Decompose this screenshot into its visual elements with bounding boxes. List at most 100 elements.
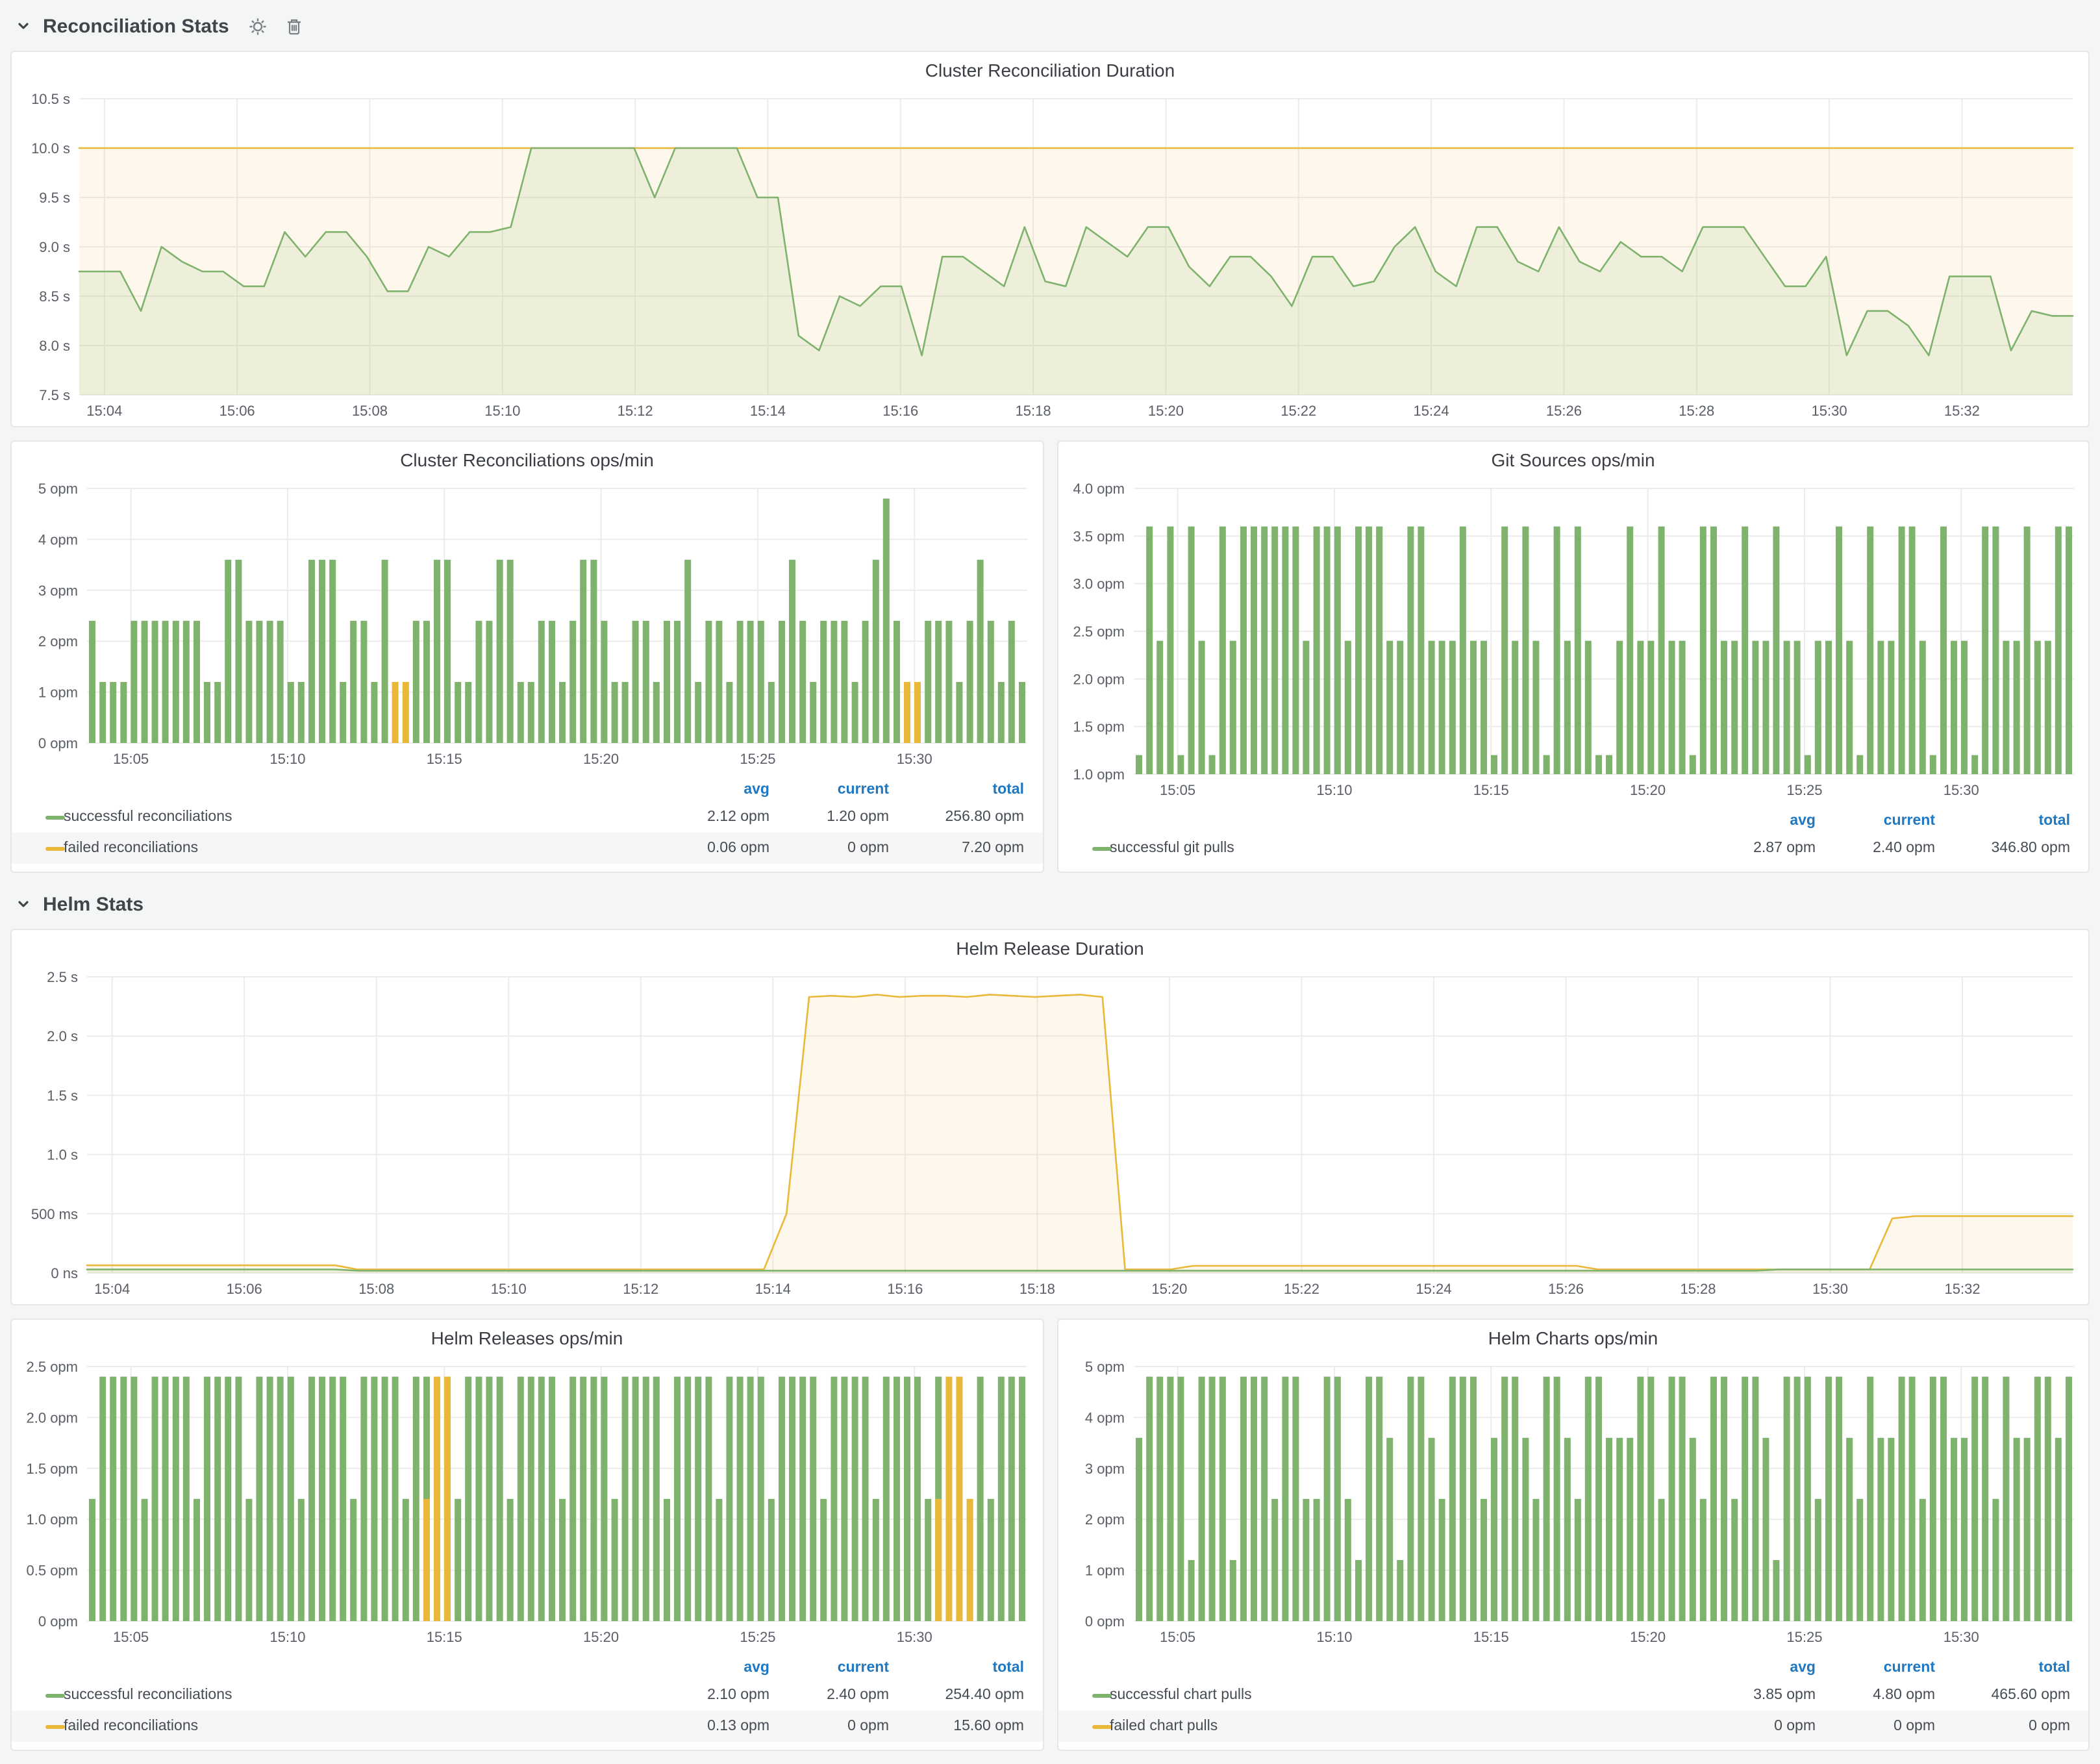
svg-text:15:10: 15:10	[269, 1629, 305, 1645]
svg-text:10.5 s: 10.5 s	[31, 91, 70, 107]
helm-charts-opm-chart[interactable]: 0 opm 1 opm 2 opm 3 opm 4 opm 5 opm 15:05 15:10…	[1058, 1354, 2088, 1652]
svg-text:15:24: 15:24	[1414, 403, 1449, 419]
panel-title[interactable]: Git Sources ops/min	[1491, 449, 1655, 470]
svg-text:15:16: 15:16	[887, 1281, 923, 1297]
panel-title[interactable]: Helm Charts ops/min	[1488, 1328, 1658, 1348]
svg-text:15:30: 15:30	[897, 1629, 932, 1645]
col-current[interactable]: current	[1883, 813, 1935, 828]
svg-text:15:20: 15:20	[1629, 782, 1665, 798]
col-current[interactable]: current	[1883, 1659, 1935, 1675]
col-current[interactable]: current	[837, 781, 889, 797]
legend-row-failed: failed chart pulls 0 opm 0 opm 0 opm	[1058, 1711, 2088, 1742]
total-value: 254.40 opm	[945, 1687, 1025, 1703]
svg-text:3 opm: 3 opm	[1084, 1461, 1124, 1477]
col-avg[interactable]: avg	[1790, 1659, 1816, 1675]
svg-text:15:15: 15:15	[427, 1629, 462, 1645]
col-total[interactable]: total	[2038, 813, 2070, 828]
helm-release-duration-chart[interactable]: 0 ns 500 ms 1.0 s 1.5 s 2.0 s 2.5 s 15:04 15:06…	[12, 964, 2088, 1304]
gear-icon[interactable]	[249, 16, 268, 36]
legend-header: avg current total	[12, 1655, 1042, 1680]
panel-title[interactable]: Helm Releases ops/min	[431, 1328, 623, 1348]
svg-text:4.0 opm: 4.0 opm	[1073, 481, 1125, 497]
current-value: 2.40 opm	[1873, 840, 1935, 856]
svg-text:15:06: 15:06	[227, 1281, 262, 1297]
svg-text:15:05: 15:05	[1159, 782, 1195, 798]
panel-helm-charts-opm: Helm Charts ops/min 0 opm 1 opm 2 opm 3 opm…	[1056, 1318, 2090, 1751]
col-total[interactable]: total	[992, 781, 1024, 797]
legend-row-successful: successful reconciliations 2.12 opm 1.20…	[12, 801, 1042, 833]
series-label[interactable]: failed reconciliations	[64, 1719, 199, 1734]
panel-title[interactable]: Cluster Reconciliation Duration	[925, 60, 1175, 81]
col-total[interactable]: total	[2038, 1659, 2070, 1675]
svg-text:8.5 s: 8.5 s	[39, 288, 70, 305]
svg-text:15:18: 15:18	[1019, 1281, 1055, 1297]
avg-value: 0 opm	[1774, 1719, 1816, 1734]
series-label[interactable]: successful reconciliations	[64, 809, 232, 825]
svg-text:1.5 s: 1.5 s	[47, 1087, 78, 1103]
col-avg[interactable]: avg	[744, 781, 769, 797]
svg-text:15:32: 15:32	[1944, 403, 1980, 419]
svg-text:1.0 s: 1.0 s	[47, 1147, 78, 1163]
svg-text:2.5 s: 2.5 s	[47, 969, 78, 985]
svg-text:15:22: 15:22	[1284, 1281, 1319, 1297]
col-total[interactable]: total	[992, 1659, 1024, 1675]
series-label[interactable]: successful git pulls	[1110, 840, 1234, 856]
svg-text:15:20: 15:20	[583, 751, 619, 767]
panel-title[interactable]: Helm Release Duration	[956, 938, 1144, 959]
svg-text:3.0 opm: 3.0 opm	[1073, 576, 1125, 592]
series-label[interactable]: successful reconciliations	[64, 1687, 232, 1703]
svg-text:15:15: 15:15	[427, 751, 462, 767]
chevron-down-icon[interactable]	[16, 896, 31, 912]
svg-text:15:10: 15:10	[491, 1281, 527, 1297]
series-label[interactable]: failed chart pulls	[1110, 1719, 1218, 1734]
svg-text:9.0 s: 9.0 s	[39, 239, 70, 255]
series-color-mark	[45, 1724, 65, 1728]
svg-text:2 opm: 2 opm	[1084, 1511, 1124, 1528]
svg-text:15:12: 15:12	[618, 403, 653, 419]
series-label[interactable]: successful chart pulls	[1110, 1687, 1252, 1703]
panel-cluster-reconciliations-opm: Cluster Reconciliations ops/min 0 opm 1 o…	[10, 440, 1044, 873]
svg-text:3.5 opm: 3.5 opm	[1073, 528, 1125, 544]
svg-text:2.5 opm: 2.5 opm	[27, 1359, 79, 1375]
total-value: 465.60 opm	[1991, 1687, 2071, 1703]
section-helm-stats[interactable]: Helm Stats	[16, 888, 2090, 920]
series-color-mark	[45, 815, 65, 819]
total-value: 346.80 opm	[1991, 840, 2071, 856]
cluster-reconciliation-duration-chart[interactable]: 7.5 s 8.0 s 8.5 s 9.0 s 9.5 s 10.0 s 10.5 s 15:…	[12, 86, 2088, 426]
col-current[interactable]: current	[837, 1659, 889, 1675]
chevron-down-icon[interactable]	[16, 18, 31, 34]
svg-text:15:10: 15:10	[1316, 782, 1351, 798]
svg-text:1.0 opm: 1.0 opm	[1073, 766, 1125, 783]
helm-releases-opm-chart[interactable]: 0 opm 0.5 opm 1.0 opm 1.5 opm 2.0 opm 2.5 opm…	[12, 1354, 1042, 1652]
svg-text:15:20: 15:20	[583, 1629, 619, 1645]
svg-text:1.5 opm: 1.5 opm	[27, 1461, 79, 1477]
cluster-reconciliations-opm-chart[interactable]: 0 opm 1 opm 2 opm 3 opm 4 opm 5 opm 15:05 15:10…	[12, 475, 1042, 774]
svg-text:15:05: 15:05	[113, 751, 149, 767]
panel-cluster-reconciliation-duration: Cluster Reconciliation Duration 7.5 s 8.0…	[10, 51, 2090, 427]
panel-title[interactable]: Cluster Reconciliations ops/min	[400, 449, 654, 470]
col-avg[interactable]: avg	[744, 1659, 769, 1675]
svg-text:15:16: 15:16	[882, 403, 918, 419]
svg-text:15:08: 15:08	[352, 403, 388, 419]
svg-text:0 opm: 0 opm	[38, 735, 78, 751]
legend-row-failed: failed reconciliations 0.13 opm 0 opm 15…	[12, 1711, 1042, 1742]
svg-text:0.5 opm: 0.5 opm	[27, 1563, 79, 1579]
col-avg[interactable]: avg	[1790, 813, 1816, 828]
git-sources-opm-chart[interactable]: 1.0 opm 1.5 opm 2.0 opm 2.5 opm 3.0 opm 3.5 o…	[1058, 475, 2088, 805]
current-value: 0 opm	[847, 840, 889, 856]
section-title: Helm Stats	[43, 893, 144, 915]
svg-text:8.0 s: 8.0 s	[39, 338, 70, 354]
svg-text:15:10: 15:10	[269, 751, 305, 767]
svg-text:1.5 opm: 1.5 opm	[1073, 719, 1125, 735]
svg-text:15:25: 15:25	[1786, 1629, 1821, 1645]
trash-icon[interactable]	[285, 16, 305, 36]
section-reconciliation-stats[interactable]: Reconciliation Stats	[16, 10, 2090, 42]
series-label[interactable]: failed reconciliations	[64, 840, 199, 856]
svg-text:15:24: 15:24	[1416, 1281, 1451, 1297]
svg-text:15:32: 15:32	[1945, 1281, 1981, 1297]
svg-text:15:22: 15:22	[1281, 403, 1316, 419]
svg-text:15:10: 15:10	[1316, 1629, 1351, 1645]
series-color-mark	[1092, 846, 1111, 850]
section-title: Reconciliation Stats	[43, 15, 229, 37]
